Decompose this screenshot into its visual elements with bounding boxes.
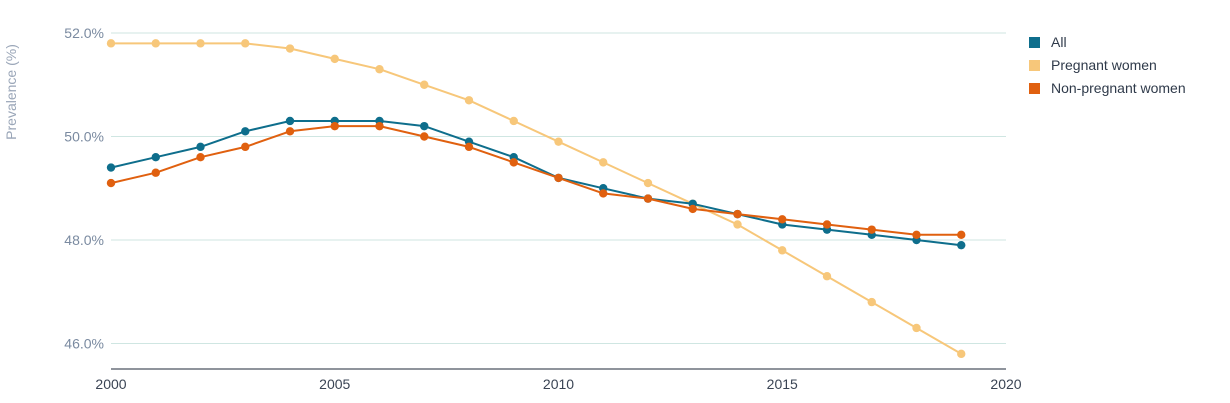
data-point <box>375 121 384 131</box>
data-point <box>330 121 339 131</box>
data-point <box>957 349 966 359</box>
data-point <box>464 96 474 105</box>
series-non-pregnant-women <box>106 121 966 240</box>
x-tick-label: 2020 <box>990 376 1021 392</box>
data-point <box>554 137 563 146</box>
data-point <box>822 220 832 229</box>
data-point <box>509 158 518 167</box>
data-point <box>778 246 787 255</box>
data-point <box>285 127 295 136</box>
y-tick-label: 46.0% <box>64 336 104 352</box>
y-tick-labels: 52.0% 50.0% 48.0% 46.0% <box>64 25 104 352</box>
data-point <box>196 39 205 48</box>
legend-swatch <box>1029 83 1040 94</box>
data-point <box>420 132 429 141</box>
legend-label: Non-pregnant women <box>1051 80 1186 96</box>
data-point <box>151 168 160 177</box>
data-point <box>375 65 384 74</box>
data-point <box>509 116 518 126</box>
data-point <box>643 178 653 188</box>
data-point <box>285 116 295 126</box>
data-point <box>733 220 742 229</box>
data-point <box>106 163 116 172</box>
data-point <box>912 230 921 240</box>
data-point <box>106 178 116 188</box>
x-tick-label: 2005 <box>319 376 350 392</box>
legend-label: Pregnant women <box>1051 57 1157 73</box>
data-point <box>867 225 876 234</box>
data-point <box>196 142 205 152</box>
data-point <box>285 44 295 53</box>
x-tick-label: 2010 <box>543 376 574 392</box>
x-tick-label: 2000 <box>95 376 126 392</box>
data-point <box>106 39 116 48</box>
data-point <box>464 142 474 152</box>
series-line <box>110 125 962 236</box>
data-point <box>822 272 832 281</box>
data-point <box>733 209 742 219</box>
data-point <box>643 194 653 203</box>
series-lines <box>106 39 966 359</box>
data-point <box>778 215 787 224</box>
y-tick-label: 52.0% <box>64 25 104 41</box>
data-point <box>599 158 608 167</box>
y-tick-label: 50.0% <box>64 129 104 145</box>
data-point <box>957 240 966 250</box>
gridlines <box>111 32 1006 344</box>
data-point <box>241 142 250 152</box>
series-pregnant-women <box>106 39 966 359</box>
data-point <box>420 121 429 131</box>
data-point <box>420 80 429 89</box>
data-point <box>554 173 563 183</box>
legend-swatch <box>1029 60 1040 71</box>
data-point <box>330 54 339 64</box>
x-tick-labels: 2000 2005 2010 2015 2020 <box>95 376 1021 392</box>
data-point <box>867 297 876 307</box>
legend-label: All <box>1051 34 1067 50</box>
data-point <box>912 323 921 333</box>
y-axis-label: Prevalence (%) <box>3 44 19 140</box>
data-point <box>241 127 250 136</box>
legend-swatch <box>1029 37 1040 48</box>
y-tick-label: 48.0% <box>64 232 104 248</box>
data-point <box>151 153 160 162</box>
data-point <box>196 153 205 162</box>
x-tick-label: 2015 <box>767 376 798 392</box>
series-line <box>110 120 962 247</box>
legend: All Pregnant women Non-pregnant women <box>1029 34 1186 96</box>
data-point <box>151 39 160 48</box>
data-point <box>241 39 250 48</box>
data-point <box>688 204 697 214</box>
series-line <box>111 42 962 355</box>
data-point <box>957 230 966 240</box>
data-point <box>599 189 608 198</box>
